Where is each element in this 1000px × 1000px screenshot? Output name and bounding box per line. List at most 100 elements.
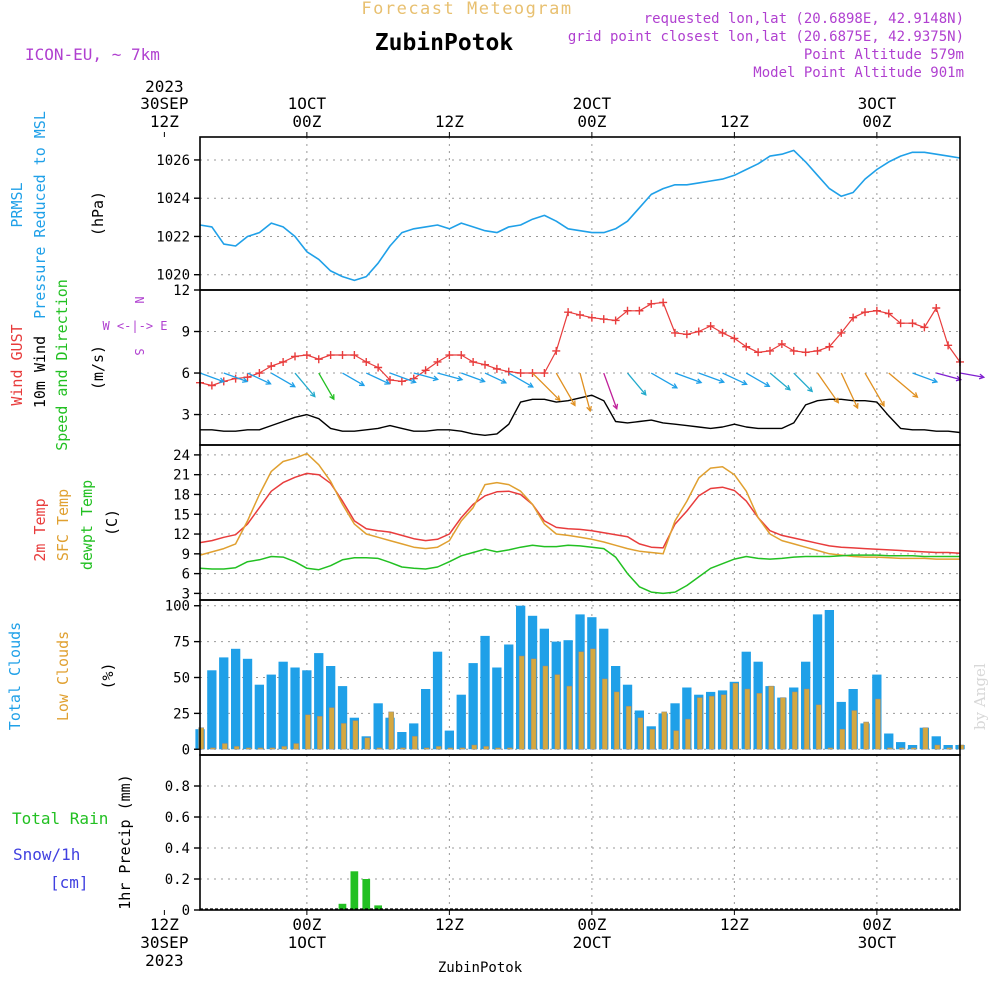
station-title: ZubinPotok (375, 30, 514, 56)
low-cloud-bar (863, 721, 869, 750)
bottom-axis-hour: 12Z (150, 915, 179, 934)
gust-marker (884, 309, 893, 318)
low-cloud-bar (257, 747, 264, 750)
wind-arrow-head (570, 400, 576, 407)
low-cloud-bar (792, 691, 798, 750)
low-cloud-bar (495, 747, 501, 750)
wind-arrow-head (879, 400, 885, 408)
rain-bar (338, 903, 347, 910)
wind-label-speed-dir: Speed and Direction (53, 279, 71, 451)
total-cloud-bar (266, 674, 276, 750)
wind-arrow (912, 372, 939, 384)
dewpt-line (199, 544, 960, 595)
y-tick-label: 100 (165, 599, 190, 615)
compass-south: S (132, 348, 146, 355)
gust-marker (635, 306, 644, 315)
gust-marker (872, 306, 881, 315)
wind-arrow-shaft (437, 372, 463, 381)
precip-unit: 1hr Precip (mm) (116, 774, 134, 909)
low-cloud-bar (578, 651, 584, 750)
rain-bar (374, 905, 382, 910)
gust-marker (457, 351, 466, 360)
wind-arrow-shaft (270, 372, 296, 388)
top-axis-hour: 12Z (150, 112, 179, 131)
total-cloud-bar (480, 635, 490, 750)
gust-marker (279, 357, 288, 366)
top-axis-hour: 00Z (862, 112, 891, 131)
total-cloud-bar (824, 610, 834, 750)
bottom-axis-hour: 00Z (862, 915, 891, 934)
gust-marker (255, 369, 264, 378)
wind-arrow (318, 372, 335, 401)
low-cloud-bar (720, 694, 727, 750)
low-cloud-bar (435, 746, 442, 750)
low-cloud-bar (364, 737, 371, 750)
gust-marker (671, 328, 679, 337)
wind-unit: (m/s) (89, 345, 107, 390)
wind-arrow-head (586, 405, 592, 413)
wind-arrow-head (479, 377, 486, 383)
low-cloud-bar (305, 714, 311, 750)
gust-marker (587, 313, 596, 322)
total-cloud-bar (337, 686, 348, 750)
wind-arrow-shaft (555, 372, 576, 406)
wind-arrow-shaft (461, 372, 485, 383)
clouds-label-low: Low Clouds (54, 631, 72, 721)
wind-arrow-head (289, 382, 296, 388)
wind-arrow-head (807, 386, 814, 393)
low-cloud-bar (423, 747, 430, 750)
wind-arrow (437, 372, 464, 382)
gust-marker (516, 369, 525, 378)
low-cloud-bar (661, 711, 668, 750)
watermark: by Angel (971, 663, 989, 730)
low-cloud-bar (245, 747, 252, 750)
total-cloud-bar (931, 736, 941, 750)
total-cloud-bar (397, 732, 407, 750)
wind-arrow-shaft (912, 372, 938, 383)
model-altitude: Model Point Altitude 901m (753, 65, 964, 81)
total-cloud-bar (421, 689, 431, 750)
top-axis-hour: 00Z (292, 112, 321, 131)
low-cloud-bar (210, 747, 216, 750)
model-label: ICON-EU, ~ 7km (25, 45, 160, 64)
gust-marker (445, 351, 454, 360)
wind-arrow-shaft (650, 372, 678, 389)
y-tick-label: 1026 (156, 153, 190, 169)
low-cloud-bar (780, 697, 786, 750)
wind-arrow-shaft (532, 372, 561, 401)
y-tick-label: 0.6 (165, 810, 190, 826)
wind-arrow (864, 372, 885, 408)
low-cloud-bar (352, 720, 359, 750)
pressure-line (199, 149, 961, 282)
gust-marker (504, 367, 513, 376)
total-cloud-bar (492, 667, 502, 750)
total-cloud-bar (907, 745, 918, 750)
y-tick-label: 50 (173, 671, 190, 687)
gust-marker (350, 351, 359, 360)
gust-marker (374, 363, 383, 372)
precip-label-cm: [cm] (50, 873, 89, 892)
wind-arrow (603, 372, 619, 411)
wind-arrow (793, 372, 814, 393)
low-cloud-bar (281, 746, 288, 750)
wind-arrow-shaft (864, 372, 885, 407)
bottom-axis-hour: 12Z (435, 915, 464, 934)
low-cloud-bar (233, 746, 240, 750)
wind-speed-line (200, 394, 961, 436)
wind-arrow-head (358, 380, 366, 387)
wind-arrow-head (612, 403, 619, 411)
wind-arrow-head (309, 391, 316, 398)
top-axis-date: 3OCT (858, 94, 897, 113)
low-cloud-bar (388, 711, 394, 750)
total-cloud-bar (670, 703, 680, 750)
y-tick-label: 3 (182, 408, 190, 424)
wind-arrow (484, 372, 508, 384)
total-cloud-bar (836, 701, 846, 750)
wind-arrow-shaft (413, 372, 438, 381)
gust-marker (647, 299, 656, 308)
gust-marker (730, 334, 739, 343)
wind-arrow-shaft (698, 372, 724, 383)
low-cloud-bar (756, 693, 763, 750)
y-tick-label: 1024 (156, 191, 190, 207)
